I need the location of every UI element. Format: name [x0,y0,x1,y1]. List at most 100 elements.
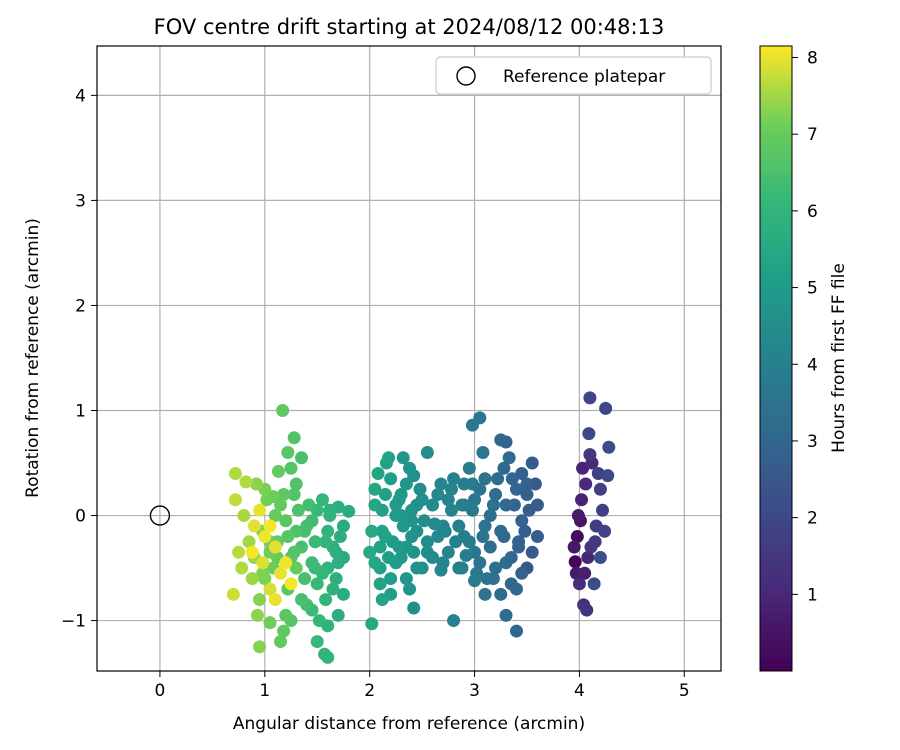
data-point [410,561,424,575]
data-point [407,601,421,615]
data-point [431,530,445,544]
data-point [512,535,526,549]
data-point [396,519,410,533]
data-point [420,535,434,549]
data-point [382,551,396,565]
data-point [497,461,511,475]
data-point [384,472,398,486]
data-point [336,587,350,601]
data-point [420,545,434,559]
data-point [399,477,413,491]
y-tick-label: 2 [75,296,86,316]
data-point [365,617,379,631]
data-point [520,477,534,491]
data-point [298,572,312,586]
data-point [595,503,609,517]
data-point [256,566,270,580]
data-point [310,635,324,649]
data-point [568,555,582,569]
data-point [502,451,516,465]
data-point [375,593,389,607]
data-point [249,477,263,491]
data-point [489,561,503,575]
data-point [331,608,345,622]
data-point [258,530,272,544]
data-point [263,519,277,533]
data-point [274,498,288,512]
data-point [572,577,586,591]
data-point [578,566,592,580]
data-point [530,498,544,512]
data-point [315,493,329,507]
data-point [308,535,322,549]
colorbar-tick-label: 4 [807,355,818,375]
data-point [295,451,309,465]
data-point [371,467,385,481]
data-point [279,556,293,570]
data-point [441,493,455,507]
data-point [587,577,601,591]
data-point [455,498,469,512]
data-point [277,488,291,502]
data-point [452,561,466,575]
data-point [515,467,529,481]
data-point [476,446,490,460]
data-point [403,582,417,596]
data-point [260,493,274,507]
data-point [602,440,616,454]
data-point [483,509,497,523]
data-point [476,530,490,544]
data-points [226,391,616,664]
data-point [417,514,431,528]
data-point [486,498,500,512]
y-tick-label: 1 [75,401,86,421]
data-point [483,540,497,554]
data-point [295,593,309,607]
data-point [235,561,249,575]
colorbar-label: Hours from first FF file [829,263,849,453]
colorbar-tick-label: 2 [807,509,818,529]
x-tick-label: 2 [364,681,375,701]
data-point [518,524,532,538]
data-point [582,427,596,441]
data-point [253,593,267,607]
data-point [426,498,440,512]
data-point [441,545,455,559]
data-point [384,572,398,586]
data-point [580,603,594,617]
y-axis-ticks: −1 0 1 2 3 4 [61,86,97,632]
data-point [375,524,389,538]
data-point [593,482,607,496]
data-point [279,608,293,622]
colorbar-tick-label: 5 [807,279,818,299]
data-point [274,566,288,580]
data-point [583,448,597,462]
data-point [331,556,345,570]
data-point [515,514,529,528]
colorbar: 1 2 3 4 5 6 7 8 Hours from first FF file [759,45,849,672]
data-point [462,461,476,475]
legend-box [435,56,712,95]
data-point [447,614,461,628]
colorbar-gradient [759,45,793,672]
data-point [389,509,403,523]
data-point [593,551,607,565]
data-point [576,461,590,475]
data-point [583,391,597,405]
data-point [499,556,513,570]
data-point [491,472,505,486]
data-point [228,493,242,507]
x-tick-label: 4 [574,681,585,701]
data-point [226,587,240,601]
data-point [530,530,544,544]
x-axis-label: Angular distance from reference (arcmin) [233,714,585,734]
data-point [489,488,503,502]
data-point [287,431,301,445]
y-tick-label: 3 [75,191,86,211]
data-point [447,472,461,486]
data-point [459,548,473,562]
colorbar-tick-label: 3 [807,432,818,452]
data-point [478,587,492,601]
data-point [291,503,305,517]
data-point [310,577,324,591]
